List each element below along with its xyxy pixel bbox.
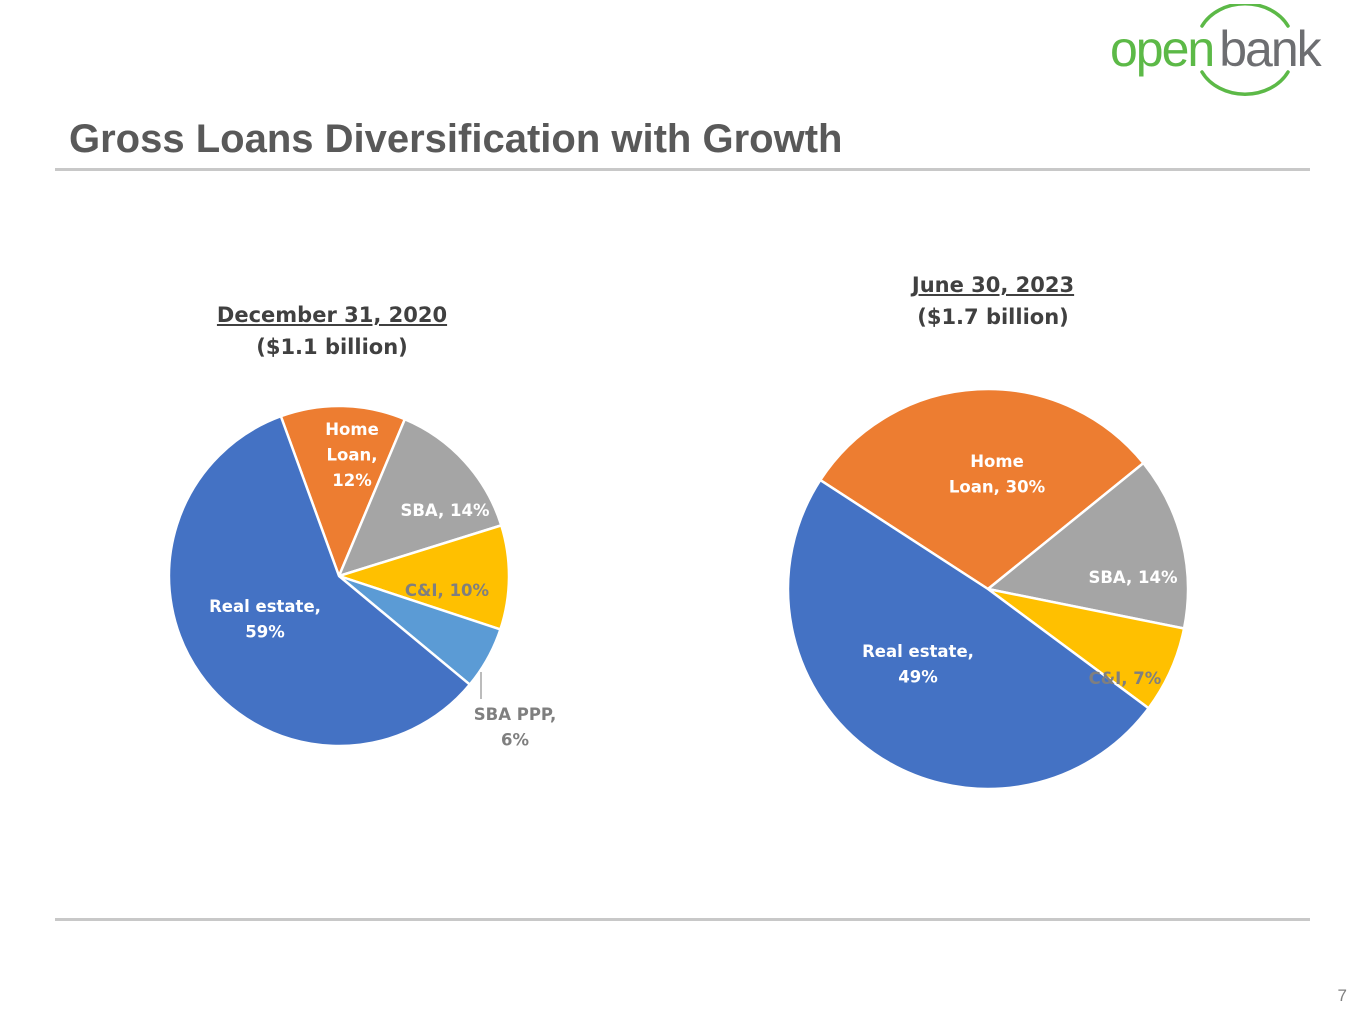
data-label-home-loan: Home Loan, 12% xyxy=(325,420,379,490)
data-label-cni: C&I, 7% xyxy=(1089,669,1162,688)
chart-2023-title: June 30, 2023 ($1.7 billion) xyxy=(843,269,1143,333)
pie-slice-real-estate xyxy=(167,415,472,748)
logo-open-text: open xyxy=(1110,21,1215,77)
openbank-logo: open bank xyxy=(1110,4,1362,98)
pie-chart-2020: Home Loan, 12% SBA, 14% C&I, 10% SBA PPP, 6% Re… xyxy=(167,404,557,750)
chart-2020-total: ($1.1 billion) xyxy=(256,335,408,359)
pie-slice-cni xyxy=(337,524,511,631)
pie-slice-home-loan xyxy=(279,404,407,578)
data-label-sba: SBA, 14% xyxy=(1088,568,1178,587)
data-label-home-loan: Home Loan, 30% xyxy=(949,452,1046,497)
title-divider xyxy=(55,168,1310,171)
pie-slice-sba xyxy=(986,461,1190,630)
chart-2020-date: December 31, 2020 xyxy=(216,303,448,327)
logo-bank-text: bank xyxy=(1219,21,1321,77)
chart-2023-total: ($1.7 billion) xyxy=(917,305,1069,329)
logo-swoosh-icon xyxy=(1200,4,1290,96)
data-label-cni: C&I, 10% xyxy=(405,581,490,600)
page-number: 7 xyxy=(1337,986,1347,1005)
footer-divider xyxy=(55,918,1310,921)
pie-slice-real-estate xyxy=(786,478,1150,791)
data-label-sba-ppp: SBA PPP, 6% xyxy=(474,705,557,750)
data-label-sba: SBA, 14% xyxy=(400,501,490,520)
chart-2023-date: June 30, 2023 xyxy=(911,273,1075,297)
page-title: Gross Loans Diversification with Growth xyxy=(69,117,843,161)
chart-2020-title: December 31, 2020 ($1.1 billion) xyxy=(182,299,482,363)
pie-chart-2023: Home Loan, 30% SBA, 14% C&I, 7% Real estate,… xyxy=(786,387,1190,791)
data-label-real-estate: Real estate, 49% xyxy=(862,642,974,687)
pie-slice-home-loan xyxy=(819,387,1145,591)
data-label-real-estate: Real estate, 59% xyxy=(209,597,321,642)
